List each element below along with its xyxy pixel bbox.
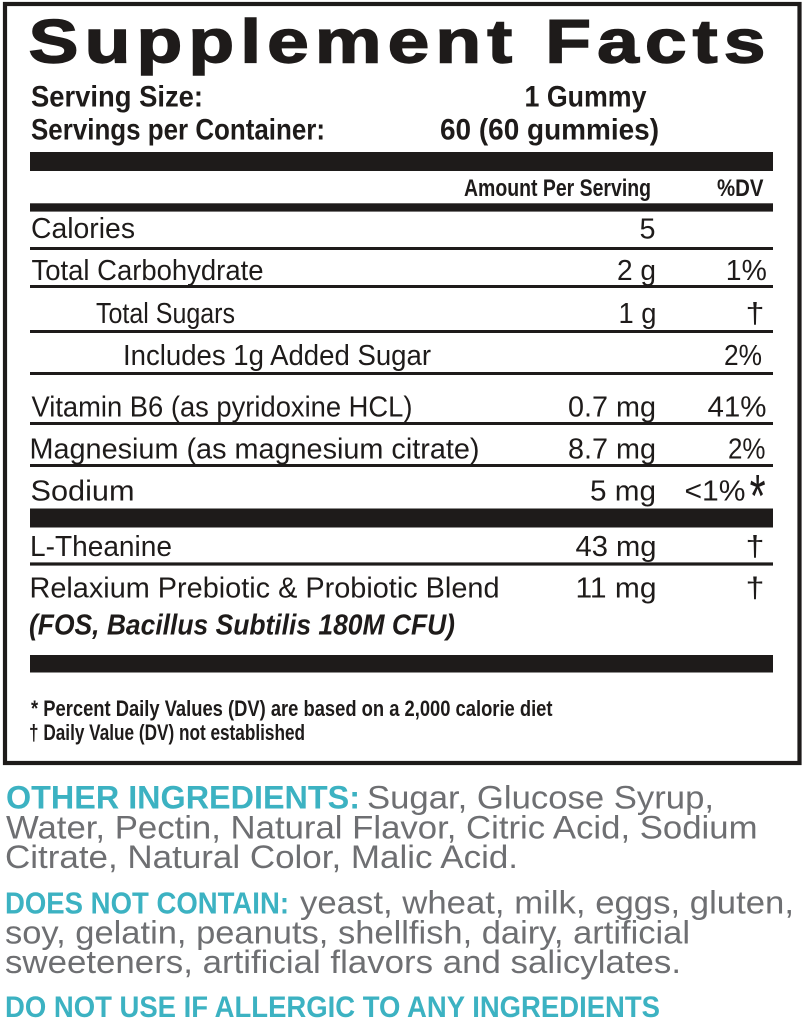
svg-text:8.7 mg: 8.7 mg bbox=[568, 434, 656, 466]
svg-text:soy, gelatin, peanuts, shellfi: soy, gelatin, peanuts, shellfish, dairy,… bbox=[5, 914, 690, 950]
svg-text:5 mg: 5 mg bbox=[590, 475, 656, 507]
svg-text:† Daily Value (DV) not establi: † Daily Value (DV) not established bbox=[29, 720, 305, 745]
svg-text:Citrate, Natural Color, Malic: Citrate, Natural Color, Malic Acid. bbox=[5, 839, 518, 875]
svg-text:1 Gummy: 1 Gummy bbox=[525, 81, 647, 114]
svg-text:* Percent Daily Values (DV) ar: * Percent Daily Values (DV) are based on… bbox=[31, 696, 553, 721]
svg-text:L-Theanine: L-Theanine bbox=[30, 531, 172, 563]
svg-text:DO NOT USE IF ALLERGIC TO ANY: DO NOT USE IF ALLERGIC TO ANY INGREDIENT… bbox=[5, 991, 660, 1024]
svg-text:Serving Size:: Serving Size: bbox=[31, 81, 203, 114]
svg-text:Water, Pectin, Natural Flavor,: Water, Pectin, Natural Flavor, Citric Ac… bbox=[6, 809, 758, 845]
svg-text:Total Carbohydrate: Total Carbohydrate bbox=[32, 255, 264, 287]
svg-text:Sodium: Sodium bbox=[31, 475, 135, 507]
svg-text:11 mg: 11 mg bbox=[576, 573, 657, 605]
svg-text:60 (60 gummies): 60 (60 gummies) bbox=[440, 114, 659, 147]
svg-text:sweeteners, artificial flavors: sweeteners, artificial flavors and salic… bbox=[5, 944, 681, 980]
svg-text:0.7 mg: 0.7 mg bbox=[568, 392, 656, 424]
svg-text:%DV: %DV bbox=[717, 175, 764, 202]
svg-text:Supplement Facts: Supplement Facts bbox=[29, 7, 772, 76]
svg-text:†: † bbox=[746, 573, 765, 605]
svg-text:†: † bbox=[746, 298, 765, 330]
svg-text:yeast, wheat, milk, eggs, glut: yeast, wheat, milk, eggs, gluten, bbox=[300, 885, 794, 921]
svg-text:Calories: Calories bbox=[31, 213, 135, 245]
svg-text:43 mg: 43 mg bbox=[576, 531, 657, 563]
svg-text:(FOS, Bacillus Subtilis 180M C: (FOS, Bacillus Subtilis 180M CFU) bbox=[29, 610, 455, 642]
svg-text:Total Sugars: Total Sugars bbox=[96, 298, 235, 330]
svg-text:Vitamin B6 (as pyridoxine HCL): Vitamin B6 (as pyridoxine HCL) bbox=[32, 392, 413, 424]
svg-text:1 g: 1 g bbox=[619, 298, 657, 330]
svg-text:Magnesium (as magnesium citrat: Magnesium (as magnesium citrate) bbox=[30, 434, 480, 466]
svg-text:Amount Per Serving: Amount Per Serving bbox=[464, 175, 651, 202]
svg-text:5: 5 bbox=[640, 214, 656, 246]
svg-text:OTHER INGREDIENTS:: OTHER INGREDIENTS: bbox=[6, 780, 360, 816]
svg-text:2 g: 2 g bbox=[617, 255, 656, 287]
svg-text:†: † bbox=[746, 531, 765, 563]
svg-text:DOES NOT CONTAIN:: DOES NOT CONTAIN: bbox=[5, 887, 289, 921]
svg-text:*: * bbox=[750, 462, 766, 530]
svg-text:2%: 2% bbox=[724, 340, 762, 372]
svg-text:2%: 2% bbox=[728, 434, 766, 466]
svg-text:Relaxium Prebiotic & Probiotic: Relaxium Prebiotic & Probiotic Blend bbox=[30, 573, 500, 605]
svg-text:41%: 41% bbox=[708, 392, 767, 424]
svg-text:Servings per Container:: Servings per Container: bbox=[31, 114, 325, 147]
svg-text:1%: 1% bbox=[726, 255, 767, 287]
svg-text:Includes 1g Added Sugar: Includes 1g Added Sugar bbox=[123, 340, 431, 372]
svg-text:<1%: <1% bbox=[685, 475, 746, 507]
svg-text:Sugar, Glucose Syrup,: Sugar, Glucose Syrup, bbox=[367, 780, 714, 816]
